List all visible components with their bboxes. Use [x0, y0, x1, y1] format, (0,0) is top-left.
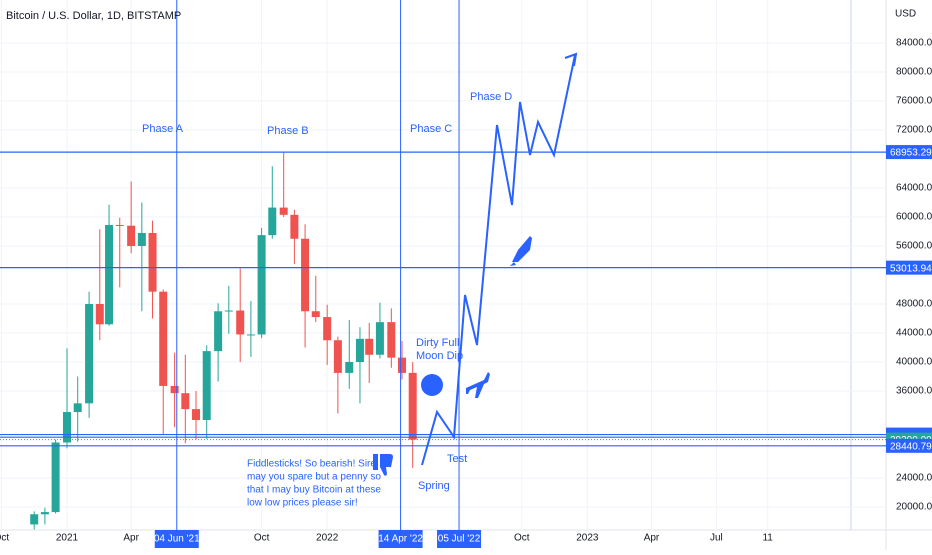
y-tick-label: 76000.00 — [896, 96, 932, 107]
candle-body — [398, 357, 407, 373]
candle-body — [224, 310, 233, 312]
price-badge-label: 68953.29 — [890, 148, 932, 159]
x-tick-label: Oct — [254, 533, 270, 544]
candle-body — [105, 224, 114, 325]
candle-body — [127, 225, 136, 247]
annotation: Phase B — [267, 125, 309, 137]
y-tick-label: 64000.00 — [896, 183, 932, 194]
x-tick-label: 2022 — [316, 533, 339, 544]
annotation: Dirty Full — [416, 337, 459, 349]
candle-body — [387, 322, 396, 358]
y-tick-label: 44000.00 — [896, 328, 932, 339]
price-badge-label: 53013.94 — [890, 263, 932, 274]
candle-body — [170, 385, 179, 394]
x-tick-label: Apr — [644, 533, 660, 544]
candle-body — [159, 291, 168, 386]
candle-body — [95, 304, 104, 325]
annotation: Test — [447, 453, 467, 465]
date-badge — [437, 530, 482, 548]
date-badge-label: 14 Apr '22 — [378, 534, 423, 545]
x-tick-label: Apr — [123, 533, 139, 544]
rocket-icon — [510, 236, 532, 266]
price-badge — [886, 260, 932, 275]
y-tick-label: 20000.00 — [896, 502, 932, 513]
price-badge-label: 28440.79 — [890, 441, 932, 452]
candle-body — [311, 311, 320, 318]
annotation: Fiddlesticks! So bearish! Sire, — [247, 459, 379, 470]
x-tick-label: 2023 — [576, 533, 599, 544]
price-badge — [886, 438, 932, 453]
candle-body — [30, 514, 39, 525]
arrow-head — [564, 52, 578, 67]
y-tick-label: 60000.00 — [896, 212, 932, 223]
candle-body — [85, 304, 94, 404]
date-badge — [378, 530, 423, 548]
date-badge — [154, 530, 199, 548]
projection-path — [421, 54, 576, 466]
candle-body — [63, 412, 72, 443]
date-badge-label: 04 Jun '21 — [154, 534, 200, 545]
annotation: that I may buy Bitcoin at these — [247, 485, 381, 496]
currency-label: USD — [895, 9, 916, 20]
candle-body — [148, 232, 157, 292]
candle-body — [301, 238, 310, 312]
y-tick-label: 40000.00 — [896, 357, 932, 368]
x-tick-label: 11 — [762, 533, 773, 544]
annotation: Moon Dip — [416, 350, 463, 362]
candle-body — [365, 338, 374, 355]
x-tick-label: Oct — [514, 533, 530, 544]
y-tick-label: 84000.00 — [896, 38, 932, 49]
annotation: may you spare but a penny so — [247, 472, 381, 483]
y-tick-label: 24000.00 — [896, 473, 932, 484]
candle-body — [408, 372, 417, 440]
candle-body — [40, 512, 49, 515]
candle-body — [214, 311, 223, 352]
candle-body — [236, 310, 245, 335]
y-tick-label: 80000.00 — [896, 67, 932, 78]
candle-body — [279, 207, 288, 215]
annotation: Phase C — [410, 123, 452, 135]
annotation: Spring — [418, 480, 450, 492]
annotation: Phase A — [142, 123, 184, 135]
y-tick-label: 56000.00 — [896, 241, 932, 252]
candle-body — [257, 235, 266, 335]
candle-body — [323, 317, 332, 341]
x-tick-label: Oct — [0, 533, 9, 544]
x-tick-label: 2021 — [56, 533, 79, 544]
candle-body — [192, 409, 201, 421]
candle-body — [290, 214, 299, 239]
candle-body — [137, 232, 146, 247]
candle-body — [355, 338, 364, 363]
moon-icon — [421, 374, 443, 396]
x-tick-label: Jul — [710, 533, 723, 544]
y-tick-label: 48000.00 — [896, 299, 932, 310]
candle-body — [246, 334, 255, 336]
annotation: Phase D — [470, 91, 512, 103]
candle-body — [181, 393, 190, 410]
candle-body — [268, 207, 277, 236]
plane-icon — [466, 372, 490, 398]
candle-body — [333, 340, 342, 373]
chart-title: Bitcoin / U.S. Dollar, 1D, BITSTAMP — [6, 10, 181, 22]
y-tick-label: 36000.00 — [896, 386, 932, 397]
price-badge — [886, 145, 932, 160]
candle-body — [375, 322, 384, 355]
thumbs-down-icon — [373, 454, 393, 476]
y-tick-label: 72000.00 — [896, 125, 932, 136]
annotation: low low prices please sir! — [247, 498, 358, 509]
candle-body — [73, 403, 82, 413]
candle-body — [115, 224, 124, 226]
candle-body — [202, 351, 211, 421]
candle-body — [51, 442, 60, 513]
date-badge-label: 05 Jul '22 — [438, 534, 481, 545]
candle-body — [345, 362, 354, 373]
